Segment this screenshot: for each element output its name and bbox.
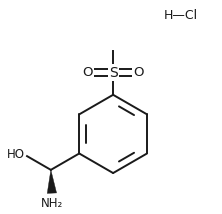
Text: HO: HO (7, 148, 25, 161)
Text: H—Cl: H—Cl (164, 9, 198, 22)
Text: O: O (83, 66, 93, 79)
Text: O: O (133, 66, 144, 79)
Text: NH₂: NH₂ (41, 197, 63, 210)
Text: S: S (109, 66, 117, 80)
Polygon shape (47, 170, 57, 193)
